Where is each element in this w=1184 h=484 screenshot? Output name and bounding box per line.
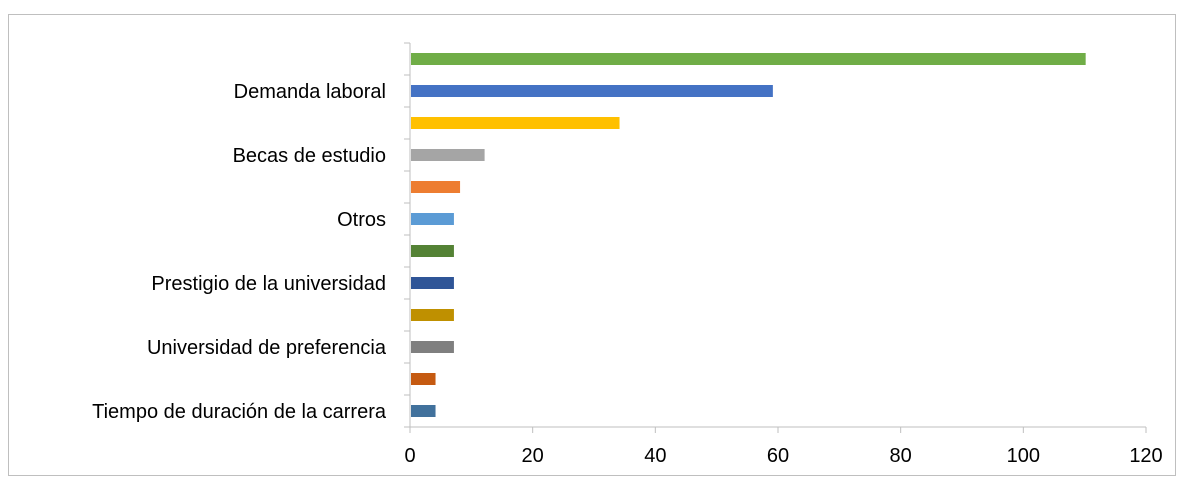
bar bbox=[411, 245, 454, 257]
category-labels: Demanda laboral Becas de estudio Otros Pres… bbox=[92, 81, 387, 423]
bar bbox=[411, 53, 1086, 65]
bar bbox=[411, 85, 773, 97]
bar bbox=[411, 309, 454, 321]
bar bbox=[411, 277, 454, 289]
x-tick-label: 40 bbox=[644, 445, 666, 467]
x-tick-label: 0 bbox=[404, 445, 415, 467]
x-tick-label: 20 bbox=[522, 445, 544, 467]
bar bbox=[411, 373, 436, 385]
category-label: Becas de estudio bbox=[233, 145, 386, 167]
bar bbox=[411, 341, 454, 353]
category-label: Prestigio de la universidad bbox=[151, 273, 386, 295]
x-tick-labels: 0 20 40 60 80 100 120 bbox=[404, 445, 1162, 467]
bar bbox=[411, 405, 436, 417]
bar bbox=[411, 213, 454, 225]
category-label: Universidad de preferencia bbox=[147, 337, 387, 359]
x-tick-label: 60 bbox=[767, 445, 789, 467]
bar bbox=[411, 117, 620, 129]
axis-ticks bbox=[404, 42, 1147, 433]
bar bbox=[411, 149, 485, 161]
x-tick-label: 80 bbox=[890, 445, 912, 467]
category-label: Otros bbox=[337, 209, 386, 231]
x-tick-label: 100 bbox=[1007, 445, 1040, 467]
x-tick-label: 120 bbox=[1129, 445, 1162, 467]
category-label: Tiempo de duración de la carrera bbox=[92, 401, 387, 423]
bar bbox=[411, 181, 461, 193]
bars bbox=[411, 53, 1086, 417]
category-label: Demanda laboral bbox=[234, 81, 386, 103]
